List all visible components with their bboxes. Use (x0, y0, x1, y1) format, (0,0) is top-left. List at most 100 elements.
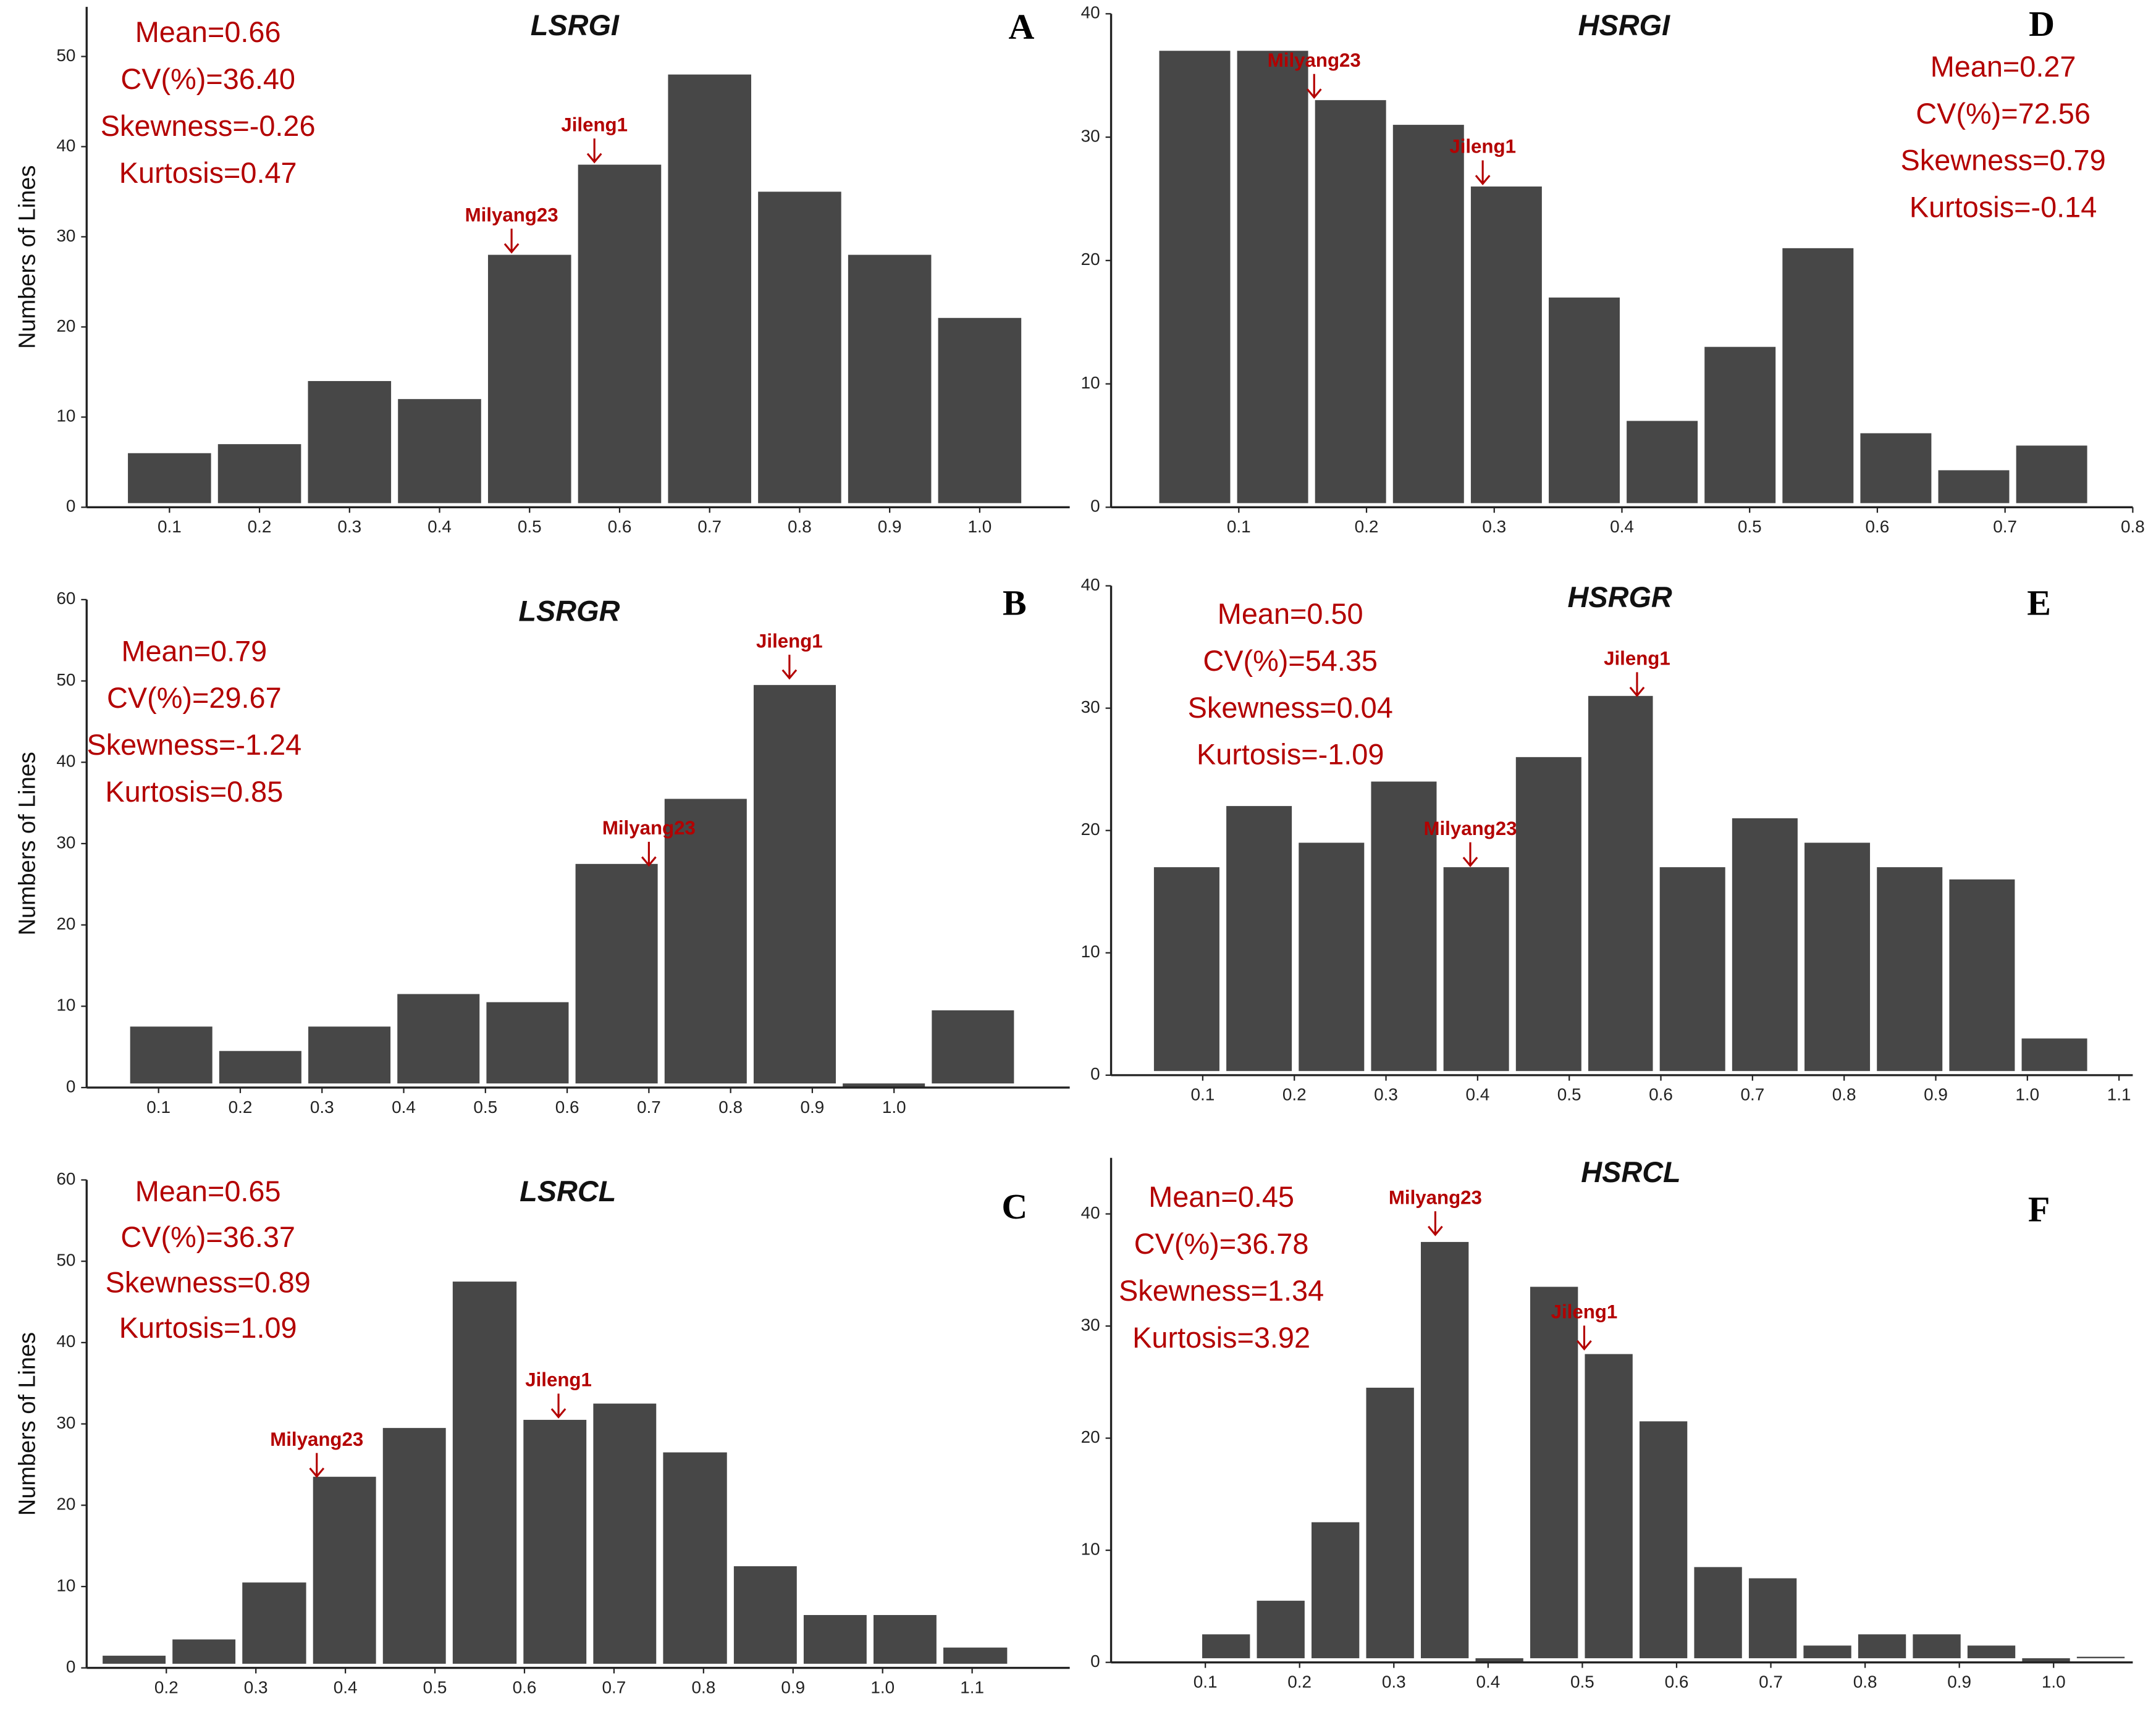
bar (1153, 867, 1219, 1072)
bar (1877, 867, 1943, 1072)
panel: 0 10 20 30 40 0.1 0.2 0.3 0.4 0.5 0.6 0.7 0.8 0.9 1.0 H… (1081, 1156, 2133, 1692)
bar (1159, 51, 1231, 503)
bar (873, 1614, 937, 1664)
bar (1732, 818, 1798, 1072)
bar (486, 1002, 569, 1084)
bar (1585, 1354, 1633, 1658)
panel-label: F (2028, 1189, 2050, 1229)
bar (1704, 346, 1776, 503)
panel: 0 10 20 30 40 50 60 0.2 0.3 0.4 0.5 0.6 0.7 0.8 0.9 1.0… (15, 1169, 1070, 1697)
bar (397, 994, 480, 1084)
chart-title: HSRCL (1581, 1156, 1680, 1188)
stat-text: Mean=0.27 (1931, 51, 2076, 83)
annotation-label: Milyang23 (602, 817, 696, 839)
x-tick-label: 0.8 (1832, 1085, 1856, 1104)
bar (2021, 1038, 2087, 1072)
x-tick-label: 0.2 (1282, 1085, 1307, 1104)
annotation-label: Jileng1 (1449, 136, 1516, 157)
bar (1515, 757, 1581, 1072)
x-tick-label: 0.2 (154, 1677, 179, 1697)
bar (1366, 1387, 1414, 1658)
bar (1659, 867, 1725, 1072)
x-tick-label: 0.4 (334, 1677, 358, 1697)
x-tick-label: 0.3 (337, 517, 361, 536)
bar (1949, 879, 2015, 1072)
bar (1371, 781, 1437, 1072)
bar (1530, 1286, 1578, 1658)
stat-text: CV(%)=36.37 (120, 1221, 295, 1253)
bar (943, 1647, 1008, 1664)
annotation-arrow (550, 1393, 566, 1419)
bar (1392, 125, 1464, 503)
x-tick-label: 0.2 (1355, 517, 1379, 536)
annotation-arrow (1428, 1211, 1443, 1236)
bar (398, 399, 481, 503)
stat-text: Mean=0.45 (1148, 1181, 1294, 1213)
bar (848, 254, 932, 503)
bar (219, 1051, 301, 1084)
bar (1443, 867, 1509, 1072)
panel-label: A (1009, 6, 1035, 46)
x-tick-label: 0.3 (1482, 517, 1506, 536)
panel: 0 10 20 30 40 50 60 0.1 0.2 0.3 0.4 0.5 0.6 0.7 0.8 0.9… (15, 582, 1070, 1117)
x-tick-label: 0.8 (788, 517, 812, 536)
panel-label: E (2027, 582, 2051, 623)
annotation-arrow (641, 842, 657, 867)
bar (578, 164, 662, 503)
y-tick-label: 0 (66, 1076, 76, 1096)
bar (1475, 1658, 1523, 1663)
stat-text: Kurtosis=-0.14 (1910, 191, 2097, 224)
x-tick-label: 0.9 (1947, 1672, 1971, 1692)
x-tick-label: 0.7 (1993, 517, 2017, 536)
y-tick-label: 30 (1081, 1315, 1100, 1334)
x-tick-label: 0.3 (1374, 1085, 1398, 1104)
bar (668, 74, 751, 503)
panel: 0 10 20 30 40 0.1 0.2 0.3 0.4 0.5 0.6 0.7 0.8 0.9 1.0 1… (1081, 575, 2133, 1104)
y-tick-label: 40 (1081, 3, 1100, 22)
bar (1782, 248, 1854, 503)
annotation-label: Milyang23 (1389, 1186, 1482, 1208)
bar (1588, 695, 1653, 1072)
bar (2016, 445, 2087, 503)
bar (1938, 470, 2010, 503)
stat-text: Kurtosis=-1.09 (1197, 739, 1384, 771)
x-tick-label: 0.4 (427, 517, 452, 536)
bar (382, 1428, 446, 1664)
x-tick-label: 1.0 (882, 1097, 906, 1117)
y-tick-label: 20 (56, 914, 75, 933)
y-tick-label: 20 (1081, 250, 1100, 269)
x-tick-label: 0.1 (146, 1097, 171, 1117)
x-tick-label: 0.1 (158, 517, 182, 536)
stat-text: Mean=0.50 (1218, 598, 1363, 630)
bar (2022, 1658, 2070, 1663)
annotation-label: Milyang23 (465, 204, 558, 225)
bar (1967, 1645, 2016, 1658)
bar (1639, 1421, 1688, 1658)
bar (1299, 842, 1365, 1072)
stat-text: Kurtosis=3.92 (1132, 1322, 1310, 1354)
x-tick-label: 0.2 (1287, 1672, 1312, 1692)
bar (1312, 1522, 1360, 1658)
x-tick-label: 0.7 (697, 517, 722, 536)
x-tick-label: 0.5 (473, 1097, 497, 1117)
annotation-label: Jileng1 (1604, 648, 1670, 669)
annotation-label: Jileng1 (561, 114, 628, 135)
x-tick-label: 0.9 (801, 1097, 825, 1117)
annotation-arrow (309, 1453, 325, 1479)
bar (1860, 433, 1932, 503)
annotation-arrow (1629, 672, 1645, 697)
bar (242, 1582, 306, 1664)
chart-title: LSRCL (520, 1175, 616, 1207)
stat-text: Mean=0.79 (121, 635, 267, 667)
y-tick-label: 10 (56, 1576, 75, 1595)
annotation-arrow (1462, 842, 1478, 868)
y-tick-label: 40 (1081, 575, 1100, 594)
x-tick-label: 0.7 (1759, 1672, 1783, 1692)
x-tick-label: 0.2 (229, 1097, 253, 1117)
stat-text: CV(%)=72.56 (1916, 98, 2091, 130)
panel-label: B (1003, 582, 1027, 623)
bar (1315, 100, 1386, 503)
y-tick-label: 40 (56, 752, 75, 771)
x-tick-label: 0.3 (1382, 1672, 1406, 1692)
